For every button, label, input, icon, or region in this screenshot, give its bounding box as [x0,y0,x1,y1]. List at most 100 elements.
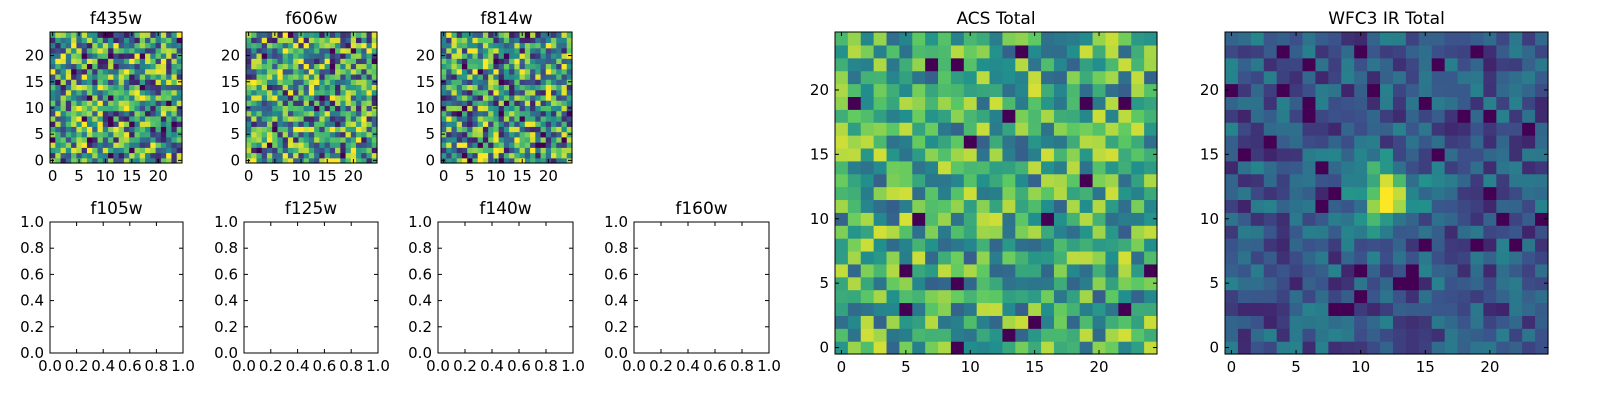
heatmap-cell [976,44,991,59]
heatmap-cell [287,142,294,148]
heatmap-cell [989,83,1004,97]
heatmap-cell [873,173,888,188]
heatmap-cell [319,94,326,101]
heatmap-cell [176,115,183,122]
heatmap-cell [989,238,1004,252]
heatmap-cell [467,79,474,85]
heatmap-cell [1431,186,1446,201]
heatmap-cell [446,68,453,75]
heatmap-cell [1053,173,1068,188]
heatmap-cell [912,289,926,304]
heatmap-cell [1483,212,1497,226]
heatmap-cell [134,100,141,106]
x-tick-label: 0.0 [622,357,646,375]
heatmap-cell [847,302,862,316]
heatmap-cell [150,100,157,106]
heatmap-cell [551,126,557,133]
heatmap-cell [1522,341,1536,355]
heatmap-cell [118,32,125,38]
heatmap-cell [1225,160,1239,175]
heatmap-cell [472,126,479,133]
heatmap-cell [256,126,263,133]
heatmap-cell [509,47,515,54]
heatmap-cell [139,152,146,159]
heatmap-cell [1341,302,1355,316]
heatmap-cell [1079,109,1094,123]
heatmap-cell [530,47,536,54]
heatmap-cell [925,341,939,355]
heatmap-cell [324,131,331,138]
heatmap-cell [989,160,1004,175]
heatmap-cell [912,122,926,136]
heatmap-cell [509,89,515,96]
heatmap-cell [86,32,93,38]
heatmap-cell [1131,173,1145,188]
heatmap-cell [166,89,173,96]
heatmap-cell [1405,122,1420,136]
heatmap-cell [50,142,56,148]
heatmap-cell [329,63,336,70]
heatmap-cell [150,110,157,117]
heatmap-cell [1483,199,1497,213]
heatmap-cell [71,121,77,127]
heatmap-cell [540,68,547,75]
heatmap-cell [314,131,320,138]
heatmap-cell [1289,44,1304,59]
heatmap-cell [1015,212,1029,226]
heatmap-cell [314,37,320,44]
heatmap-cell [145,142,151,148]
heatmap-cell [282,152,289,159]
heatmap-cell [251,42,258,49]
heatmap-cell [1328,341,1342,355]
heatmap-cell [1066,83,1081,97]
heatmap-cell [1250,186,1265,201]
heatmap-cell [261,42,268,49]
heatmap-cell [314,52,320,59]
heatmap-cell [1522,32,1536,46]
heatmap-cell [123,157,130,164]
heatmap-cell [1418,263,1433,278]
heatmap-cell [293,84,299,91]
heatmap-cell [366,100,373,106]
heatmap-cell [477,131,484,138]
heatmap-cell [171,105,178,112]
heatmap-cell [1028,147,1042,162]
heatmap-cell [1457,302,1472,316]
heatmap-cell [1418,315,1433,329]
heatmap-cell [139,42,146,49]
y-tick-label: 0 [230,151,240,169]
heatmap-cell [1066,173,1081,188]
heatmap-cell [251,147,258,154]
y-tick-label: 0.8 [214,239,238,257]
heatmap-cell [171,63,178,70]
heatmap-cell [1354,225,1368,239]
y-tick-label: 10 [221,99,240,117]
heatmap-cell [446,142,453,148]
heatmap-cell [1289,328,1304,342]
heatmap-cell [298,84,305,91]
heatmap-cell [1105,173,1119,188]
heatmap-cell [256,105,263,112]
heatmap-cell [176,89,183,96]
heatmap-cell [129,121,136,127]
heatmap-cell [1341,212,1355,226]
heatmap-cell [1066,186,1081,201]
heatmap-cell [287,147,294,154]
heatmap-cell [261,37,268,44]
heatmap-cell [155,152,162,159]
heatmap-cell [461,79,468,85]
heatmap-cell [498,42,505,49]
heatmap-cell [308,52,315,59]
heatmap-cell [1015,57,1029,72]
heatmap-cell [488,152,494,159]
heatmap-cell [266,110,273,117]
heatmap-cell [1302,199,1317,213]
heatmap-cell [1483,70,1497,85]
heatmap-cell [488,100,494,106]
heatmap-cell [1315,341,1329,355]
heatmap-cell [456,52,463,59]
heatmap-cell [1392,135,1407,149]
heatmap-cell [86,68,93,75]
heatmap-cell [361,100,368,106]
